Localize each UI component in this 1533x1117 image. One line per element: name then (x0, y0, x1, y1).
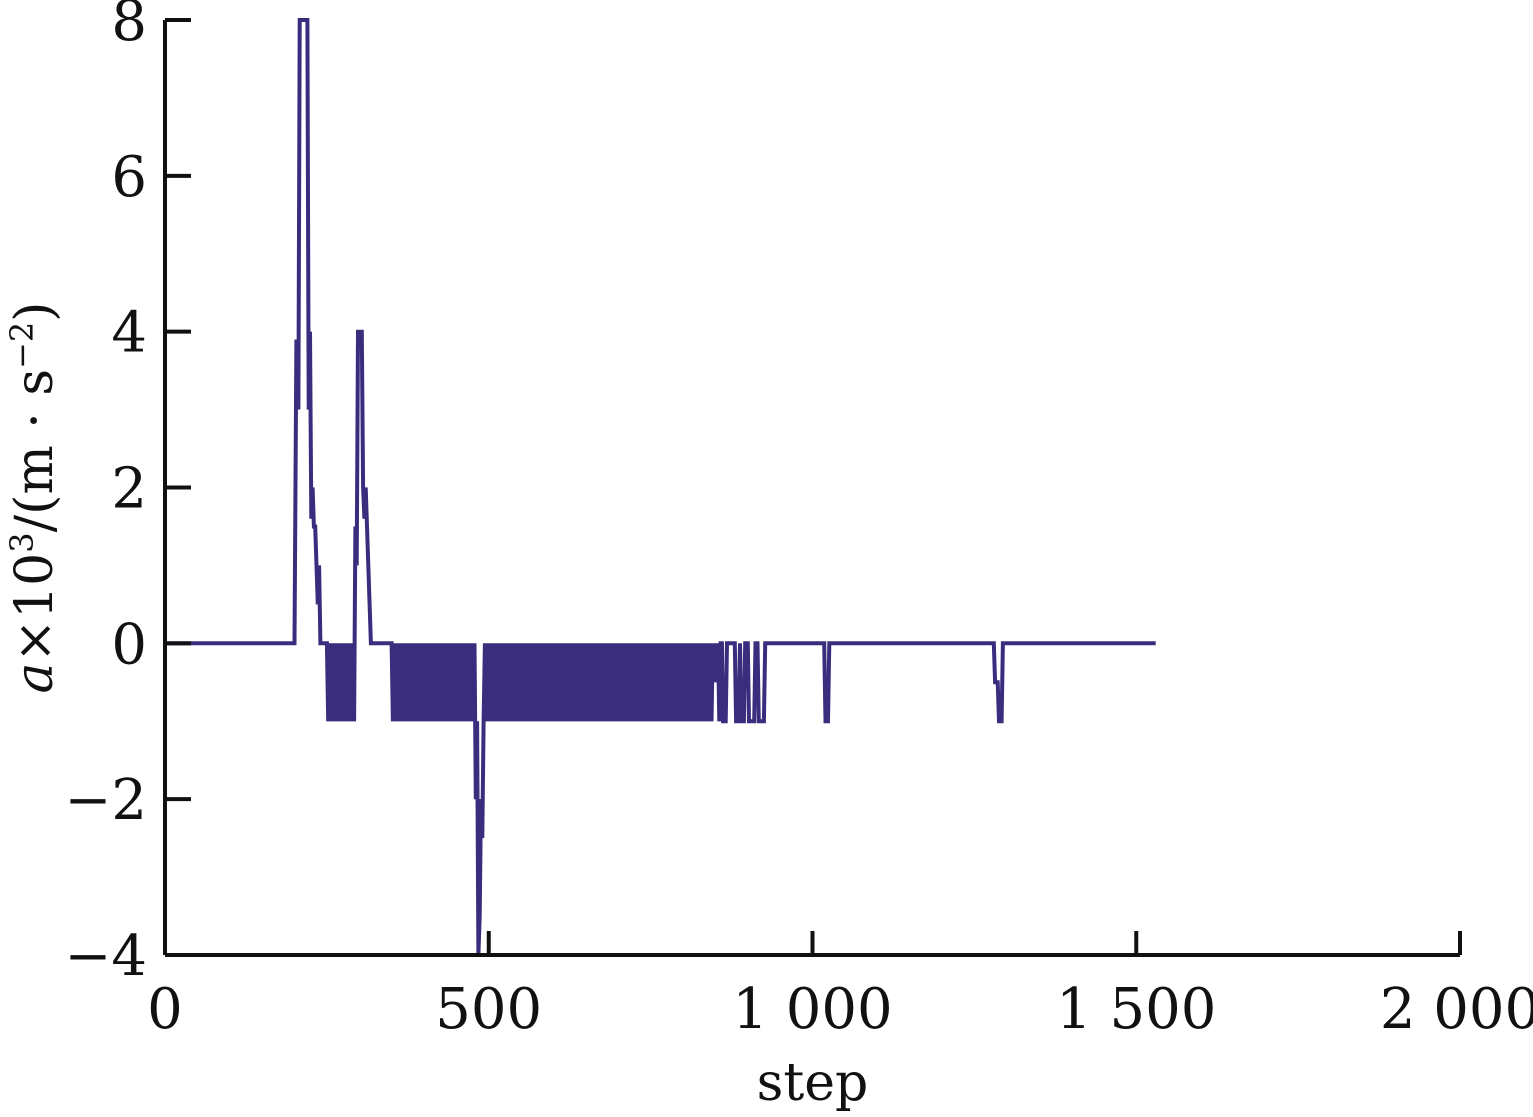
y-tick-label: −4 (64, 924, 147, 989)
y-axis-title-exp: 3 (3, 532, 41, 552)
axes-layer (163, 20, 1460, 957)
y-tick-label: 4 (111, 301, 147, 366)
x-axis-title: step (757, 1053, 869, 1113)
x-tick-label: 500 (435, 977, 542, 1042)
y-axis-title: a×103/(m · s−2) (3, 302, 65, 694)
y-axis-title-times: ×10 (5, 553, 65, 663)
y-axis-title-unit-exp: −2 (3, 322, 41, 369)
y-tick-label: 0 (111, 612, 147, 677)
y-axis-title-var: a (5, 662, 65, 693)
y-axis-title-unit: /(m · s (5, 369, 65, 532)
y-tick-label: 6 (111, 145, 147, 210)
x-tick-label: 0 (147, 977, 183, 1042)
series-line (165, 18, 1156, 956)
x-tick-label: 1 500 (1056, 977, 1216, 1042)
y-tick-label: 2 (111, 457, 147, 522)
series-layer (165, 18, 1156, 956)
y-axis-title-unit-close: ) (5, 302, 65, 322)
y-tick-label: 8 (111, 0, 147, 54)
x-tick-label: 2 000 (1380, 977, 1533, 1042)
y-tick-label: −2 (64, 768, 147, 833)
y-ticks: −4 −2 0 2 4 6 8 (64, 0, 191, 989)
x-ticks: 0 500 1 000 1 500 2 000 (147, 931, 1533, 1042)
x-tick-label: 1 000 (732, 977, 892, 1042)
